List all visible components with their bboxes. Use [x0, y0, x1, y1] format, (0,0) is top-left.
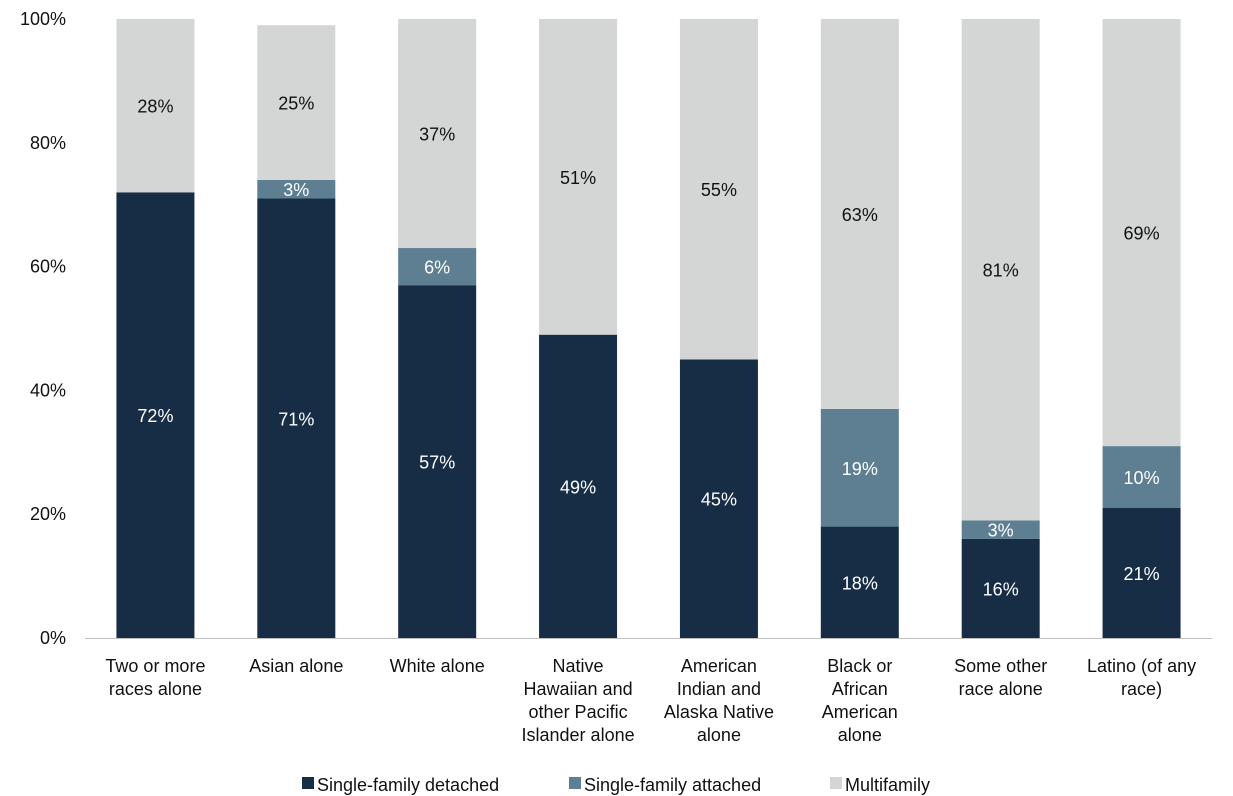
data-label: 69% — [1124, 224, 1160, 244]
legend-swatch — [830, 777, 842, 789]
x-tick-label-line: race) — [1121, 679, 1162, 699]
y-tick-label: 20% — [30, 504, 66, 524]
x-tick-label-line: Black or — [827, 656, 892, 676]
data-label: 3% — [283, 180, 309, 200]
data-label: 10% — [1124, 468, 1160, 488]
x-tick-label: White alone — [390, 656, 485, 676]
y-tick-label: 100% — [20, 9, 66, 29]
x-tick-label-line: Islander alone — [522, 725, 635, 745]
data-label: 6% — [424, 258, 450, 278]
y-tick-label: 40% — [30, 380, 66, 400]
x-tick-label-line: race alone — [959, 679, 1043, 699]
x-tick-label: Two or more races alone — [105, 656, 205, 699]
bar-segment — [257, 25, 336, 180]
data-label: 55% — [701, 180, 737, 200]
x-tick-label-line: races alone — [109, 679, 202, 699]
bar-segment — [961, 520, 1040, 539]
data-label: 72% — [137, 406, 173, 426]
x-tick-label-line: Hawaiian and — [524, 679, 633, 699]
legend-label: Single-family attached — [584, 775, 761, 795]
data-label: 63% — [842, 205, 878, 225]
bar-segment — [679, 19, 758, 360]
x-tick-label: Asian alone — [249, 656, 343, 676]
x-tick-label: Some other race alone — [954, 656, 1047, 699]
bar-segment — [961, 538, 1040, 638]
data-labels: 72% 28% 71% 3% 25% 57% 6% 37% 49% 51% 45% 55% 18% 19%… — [137, 94, 1159, 600]
y-axis: 0% 20% 40% 60% 80% 100% — [20, 9, 66, 648]
x-tick-label-line: other Pacific — [529, 702, 628, 722]
data-label: 28% — [137, 97, 173, 117]
legend-swatch — [302, 777, 314, 789]
x-tick-label: American Indian and Alaska Native alone — [664, 656, 774, 745]
bar-segment — [539, 19, 618, 335]
x-tick-label-line: Indian and — [677, 679, 761, 699]
x-tick-label: Latino (of any race) — [1087, 656, 1196, 699]
x-tick-label: Native Hawaiian and other Pacific Islander … — [522, 656, 635, 745]
data-label: 49% — [560, 477, 596, 497]
bar-segment — [820, 19, 899, 409]
bar-segment — [1102, 508, 1181, 638]
x-tick-label-line: American — [822, 702, 898, 722]
data-label: 25% — [278, 94, 314, 114]
bar-segment — [257, 198, 336, 638]
x-tick-label-line: White alone — [390, 656, 485, 676]
legend-label: Multifamily — [845, 775, 930, 795]
data-label: 37% — [419, 125, 455, 145]
bar-segment — [679, 359, 758, 638]
x-tick-label-line: Latino (of any — [1087, 656, 1196, 676]
data-label: 21% — [1124, 564, 1160, 584]
data-label: 51% — [560, 168, 596, 188]
data-label: 19% — [842, 459, 878, 479]
bar-segment — [1102, 19, 1181, 447]
data-label: 18% — [842, 573, 878, 593]
data-label: 57% — [419, 453, 455, 473]
x-tick-label-line: Alaska Native — [664, 702, 774, 722]
bar-segment — [1102, 446, 1181, 509]
legend: Single-family detached Single-family atta… — [302, 775, 930, 795]
x-tick-label-line: alone — [838, 725, 882, 745]
y-tick-label: 0% — [40, 628, 66, 648]
bar-segment — [398, 285, 477, 638]
data-label: 16% — [983, 579, 1019, 599]
bar-segment — [539, 334, 618, 638]
x-tick-label-line: Native — [553, 656, 604, 676]
x-tick-label: Black or African American alone — [822, 656, 898, 745]
y-tick-label: 80% — [30, 133, 66, 153]
legend-label: Single-family detached — [317, 775, 499, 795]
y-tick-label: 60% — [30, 257, 66, 277]
bars — [116, 19, 1181, 638]
bar-segment — [820, 408, 899, 527]
bar-segment — [398, 19, 477, 249]
data-label: 3% — [988, 521, 1014, 541]
x-tick-label-line: Asian alone — [249, 656, 343, 676]
data-label: 81% — [983, 261, 1019, 281]
x-tick-label-line: African — [832, 679, 888, 699]
x-axis: Two or more races alone Asian alone White a… — [105, 656, 1196, 745]
x-tick-label-line: alone — [697, 725, 741, 745]
bar-segment — [116, 19, 195, 193]
data-label: 45% — [701, 490, 737, 510]
x-tick-label-line: Two or more — [105, 656, 205, 676]
x-tick-label-line: Some other — [954, 656, 1047, 676]
bar-segment — [257, 179, 336, 199]
bar-segment — [820, 526, 899, 638]
bar-segment — [116, 192, 195, 638]
data-label: 71% — [278, 409, 314, 429]
bar-segment — [398, 248, 477, 286]
bar-segment — [961, 19, 1040, 521]
legend-swatch — [569, 777, 581, 789]
x-tick-label-line: American — [681, 656, 757, 676]
